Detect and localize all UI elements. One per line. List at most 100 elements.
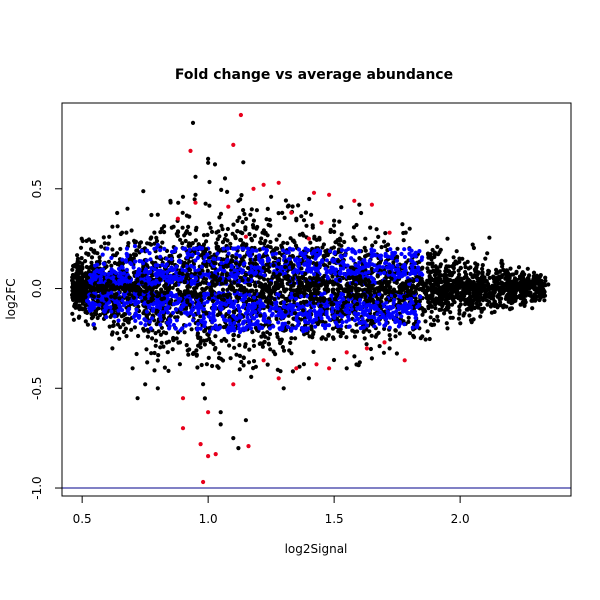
point-black — [252, 233, 257, 238]
point-black — [182, 330, 187, 335]
point-blue — [367, 314, 372, 320]
point-blue — [368, 275, 374, 280]
point-black — [209, 229, 215, 234]
point-black — [435, 244, 440, 249]
point-black — [198, 314, 203, 319]
point-black — [124, 230, 129, 235]
point-black — [242, 211, 247, 217]
point-black — [247, 347, 252, 352]
point-blue — [117, 302, 122, 307]
point-black — [289, 351, 294, 356]
point-blue — [324, 270, 329, 275]
point-blue — [286, 304, 291, 309]
point-black — [300, 274, 305, 280]
point-black — [89, 311, 94, 317]
point-blue — [143, 267, 149, 272]
point-blue — [320, 292, 325, 297]
point-blue — [202, 259, 207, 264]
point-blue — [227, 310, 232, 315]
point-black — [228, 356, 233, 361]
point-blue — [173, 326, 178, 331]
point-blue — [396, 269, 401, 274]
point-blue — [324, 258, 329, 263]
point-black — [236, 333, 241, 339]
point-black — [492, 309, 497, 314]
point-black — [79, 256, 84, 261]
point-blue — [348, 303, 354, 308]
point-black — [309, 212, 314, 217]
point-blue — [158, 322, 163, 327]
point-black — [201, 233, 207, 238]
point-blue — [293, 257, 298, 262]
point-black — [248, 257, 253, 262]
point-black — [153, 338, 159, 343]
point-black — [207, 203, 212, 208]
point-black — [516, 265, 522, 270]
point-black — [300, 231, 305, 236]
point-blue — [274, 306, 280, 311]
point-black — [109, 332, 115, 337]
point-black — [155, 358, 160, 363]
point-blue — [279, 327, 284, 332]
point-blue — [148, 257, 153, 262]
point-black — [152, 230, 157, 235]
point-black — [488, 304, 493, 309]
point-black — [89, 255, 95, 260]
point-black — [71, 297, 76, 302]
point-black — [101, 235, 106, 240]
point-blue — [195, 326, 200, 331]
point-blue — [234, 268, 239, 273]
point-blue — [205, 252, 210, 257]
point-blue — [154, 304, 160, 309]
point-blue — [164, 262, 169, 267]
point-blue — [402, 254, 407, 260]
point-blue — [141, 261, 146, 266]
point-black — [425, 329, 430, 334]
point-blue — [357, 320, 362, 325]
point-blue — [341, 297, 346, 302]
point-black — [468, 303, 473, 309]
point-blue — [270, 311, 275, 316]
point-black — [279, 243, 284, 248]
point-black — [478, 302, 483, 307]
point-black — [233, 234, 238, 239]
point-black — [177, 340, 183, 345]
point-blue — [295, 302, 300, 307]
point-black — [129, 228, 134, 233]
point-black — [126, 241, 131, 246]
point-blue — [385, 265, 390, 270]
point-blue — [273, 251, 278, 256]
point-blue — [182, 310, 187, 315]
point-black — [132, 325, 137, 330]
point-blue — [253, 271, 258, 276]
point-black — [85, 322, 90, 327]
point-black — [510, 290, 516, 296]
point-blue — [167, 326, 172, 331]
point-blue — [296, 247, 302, 252]
point-black — [176, 200, 181, 205]
point-blue — [210, 326, 215, 331]
point-black — [286, 320, 291, 325]
point-blue — [153, 279, 158, 284]
point-black — [207, 255, 212, 260]
point-black — [224, 338, 229, 343]
point-blue — [178, 328, 183, 333]
point-blue — [417, 271, 422, 276]
point-black — [444, 297, 449, 302]
point-black — [184, 343, 189, 348]
point-black — [326, 332, 331, 337]
point-blue — [98, 277, 103, 282]
point-black — [279, 337, 284, 342]
point-blue — [163, 306, 168, 311]
point-black — [106, 259, 111, 264]
point-black — [290, 238, 295, 243]
point-black — [265, 362, 270, 367]
point-blue — [326, 323, 332, 328]
point-black — [445, 277, 450, 282]
point-black — [217, 215, 222, 220]
point-black — [180, 225, 185, 230]
point-blue — [143, 322, 148, 328]
point-black — [80, 301, 85, 306]
point-blue — [165, 320, 170, 325]
point-black — [176, 254, 181, 259]
